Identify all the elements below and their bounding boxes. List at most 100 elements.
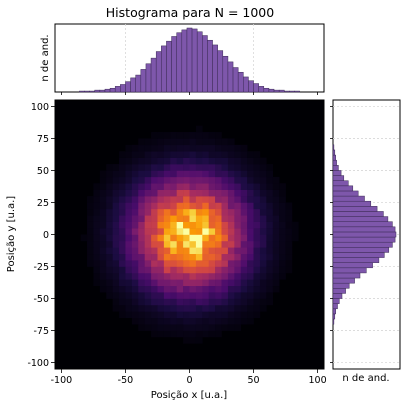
heatmap-cell — [234, 202, 242, 210]
heatmap-cell — [208, 240, 216, 248]
heatmap-cell — [266, 266, 274, 274]
heatmap-cell — [259, 157, 267, 165]
heatmap-cell — [208, 221, 216, 229]
heatmap-cell — [253, 253, 261, 261]
heatmap-cell — [170, 151, 177, 158]
heatmap-cell — [247, 170, 254, 178]
heatmap-cell — [144, 234, 152, 242]
heatmap-cell — [125, 221, 133, 229]
heatmap-cell — [279, 228, 286, 235]
heatmap-cell — [215, 272, 222, 280]
heatmap-cell — [234, 183, 242, 190]
heatmap-cell — [253, 183, 261, 190]
heatmap-cell — [195, 285, 203, 293]
heatmap-cell — [131, 164, 139, 171]
heatmap-cell — [234, 266, 242, 274]
heatmap-cell — [221, 298, 229, 306]
heatmap-cell — [183, 266, 190, 274]
heatmap-cell — [240, 298, 248, 306]
heatmap-cell — [259, 292, 267, 299]
heatmap-cell — [195, 138, 203, 146]
heatmap-cell — [272, 221, 280, 229]
heatmap-cell — [125, 196, 133, 203]
heatmap-cell — [202, 164, 210, 171]
heatmap-cell — [163, 144, 171, 152]
heatmap-cell — [163, 221, 171, 229]
heatmap-cell — [202, 215, 210, 222]
heatmap-cell — [215, 208, 222, 216]
heatmap-cell — [138, 228, 145, 235]
heatmap-cell — [183, 304, 190, 312]
heatmap-cell — [195, 234, 203, 242]
heatmap-cell — [106, 240, 113, 248]
top-histogram-bar — [258, 86, 265, 93]
heatmap-cell — [202, 138, 210, 146]
heatmap-cell — [202, 151, 210, 158]
heatmap-cell — [189, 144, 197, 152]
heatmap-cell — [195, 253, 203, 261]
heatmap-cell — [170, 240, 177, 248]
heatmap-cell — [272, 234, 280, 242]
heatmap-cell — [266, 228, 274, 235]
heatmap-cell — [240, 151, 248, 158]
heatmap-cell — [176, 228, 184, 235]
heatmap-cell — [112, 164, 120, 171]
heatmap-cell — [202, 144, 210, 152]
heatmap-cell — [189, 132, 197, 139]
heatmap-cell — [138, 202, 145, 210]
heatmap-cell — [208, 324, 216, 331]
heatmap-cell — [125, 253, 133, 261]
heatmap-cell — [208, 285, 216, 293]
heatmap-cell — [125, 234, 133, 242]
heatmap-cell — [112, 266, 120, 274]
heatmap-cell — [247, 196, 254, 203]
heatmap-cell — [253, 189, 261, 197]
heatmap-cell — [176, 279, 184, 287]
heatmap-cell — [106, 266, 113, 274]
heatmap-cell — [106, 183, 113, 190]
heatmap-cell — [189, 253, 197, 261]
heatmap-cell — [99, 170, 107, 178]
heatmap-cell — [247, 164, 254, 171]
heatmap-cell — [247, 228, 254, 235]
heatmap-cell — [227, 279, 235, 287]
heatmap-cell — [138, 151, 145, 158]
heatmap-cell — [253, 311, 261, 319]
heatmap-cell — [253, 196, 261, 203]
heatmap-cell — [163, 298, 171, 306]
heatmap-cell — [195, 132, 203, 139]
heatmap-cell — [291, 228, 299, 235]
heatmap-cell — [119, 164, 126, 171]
heatmap-cell — [157, 228, 165, 235]
heatmap-cell — [215, 151, 222, 158]
heatmap-cell — [253, 170, 261, 178]
heatmap-cell — [157, 272, 165, 280]
heatmap-cell — [202, 311, 210, 319]
heatmap-cell — [163, 157, 171, 165]
heatmap-cell — [272, 285, 280, 293]
heatmap-cell — [215, 183, 222, 190]
heatmap-cell — [106, 285, 113, 293]
heatmap-cell — [202, 292, 210, 299]
heatmap-cell — [266, 164, 274, 171]
heatmap-cell — [106, 228, 113, 235]
heatmap-cell — [253, 215, 261, 222]
heatmap-cell — [183, 298, 190, 306]
heatmap-cell — [279, 221, 286, 229]
heatmap-cell — [144, 253, 152, 261]
heatmap-cell — [215, 279, 222, 287]
heatmap-cell — [112, 196, 120, 203]
heatmap-cell — [170, 164, 177, 171]
y-tick-label: 75 — [37, 134, 49, 145]
heatmap-cell — [208, 272, 216, 280]
heatmap-cell — [157, 292, 165, 299]
heatmap-cell — [259, 189, 267, 197]
heatmap-cell — [106, 234, 113, 242]
heatmap-cell — [151, 272, 158, 280]
heatmap-cell — [112, 221, 120, 229]
heatmap-cell — [176, 272, 184, 280]
heatmap-cell — [247, 240, 254, 248]
heatmap-cell — [125, 240, 133, 248]
heatmap-cell — [195, 292, 203, 299]
heatmap-cell — [189, 317, 197, 325]
